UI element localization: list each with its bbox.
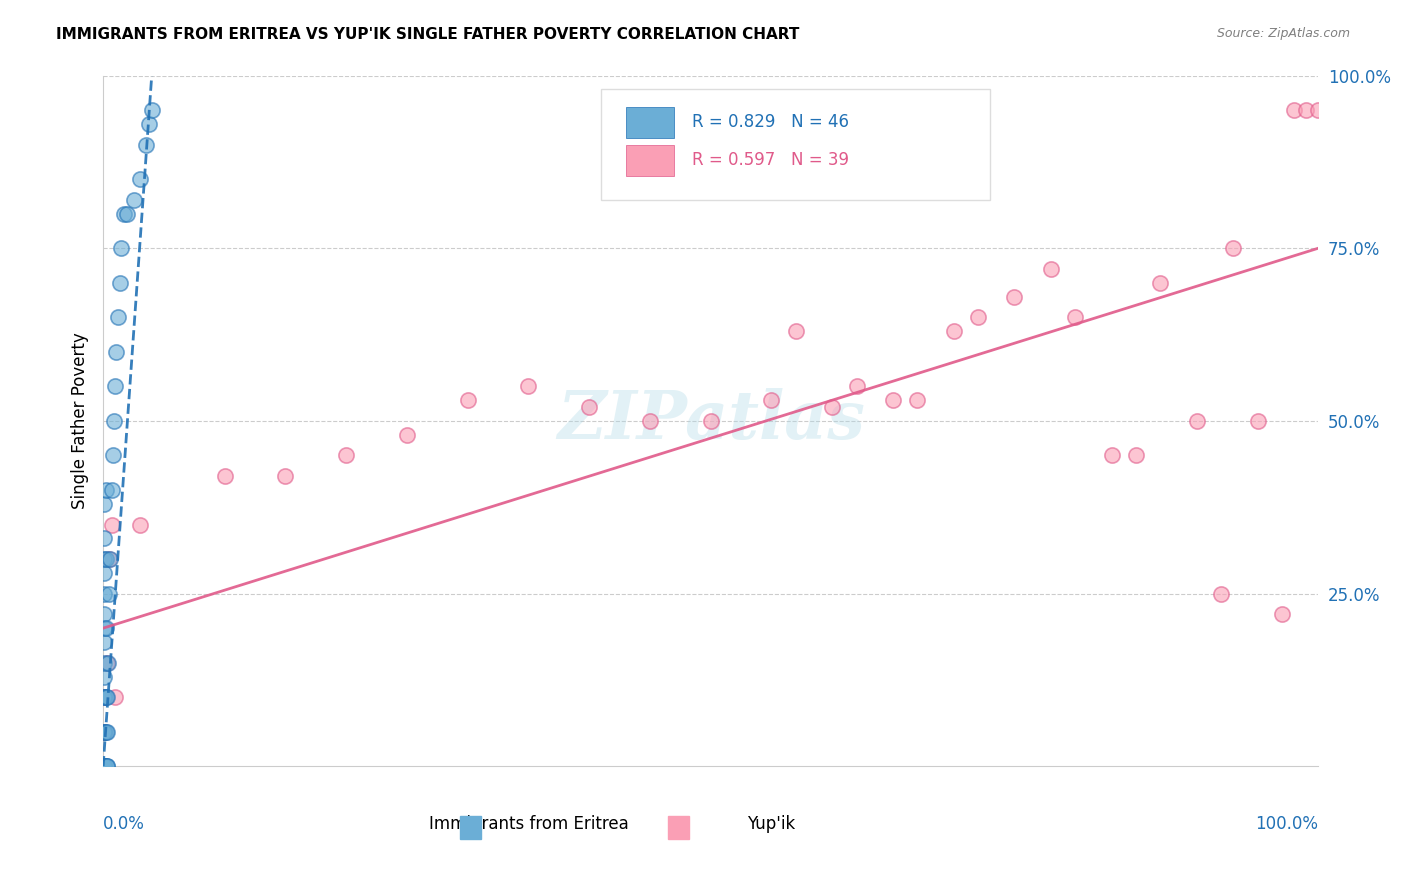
Point <box>96 759 118 773</box>
Point <box>101 449 124 463</box>
Point <box>112 207 135 221</box>
Point <box>93 621 115 635</box>
Point <box>128 172 150 186</box>
Text: 0.0%: 0.0% <box>103 814 145 832</box>
FancyBboxPatch shape <box>626 107 675 137</box>
Point <box>93 497 115 511</box>
Point <box>1308 103 1330 117</box>
Text: 100.0%: 100.0% <box>1256 814 1319 832</box>
Point <box>214 469 236 483</box>
Point <box>93 566 115 580</box>
Text: IMMIGRANTS FROM ERITREA VS YUP'IK SINGLE FATHER POVERTY CORRELATION CHART: IMMIGRANTS FROM ERITREA VS YUP'IK SINGLE… <box>56 27 800 42</box>
Point <box>117 207 139 221</box>
Point <box>103 414 125 428</box>
Point <box>274 469 297 483</box>
Point <box>98 552 121 566</box>
Point <box>1282 103 1305 117</box>
Point <box>108 276 131 290</box>
Point <box>1149 276 1171 290</box>
Point <box>93 759 115 773</box>
Point <box>93 724 115 739</box>
Point <box>93 690 115 705</box>
Point <box>1101 449 1123 463</box>
Point <box>821 400 844 414</box>
Point <box>94 724 117 739</box>
Point <box>882 393 904 408</box>
Point <box>93 532 115 546</box>
Y-axis label: Single Father Poverty: Single Father Poverty <box>72 333 89 509</box>
Point <box>96 690 118 705</box>
Point <box>93 690 115 705</box>
Point <box>638 414 661 428</box>
Point <box>1064 310 1087 325</box>
Point <box>98 586 121 600</box>
Text: Source: ZipAtlas.com: Source: ZipAtlas.com <box>1216 27 1350 40</box>
Point <box>942 324 965 338</box>
Point <box>96 656 118 670</box>
Point <box>128 517 150 532</box>
Point <box>1222 241 1244 255</box>
Point <box>93 724 115 739</box>
Text: Immigrants from Eritrea: Immigrants from Eritrea <box>429 814 628 832</box>
Point <box>141 103 163 117</box>
Point <box>93 552 115 566</box>
Point <box>135 137 157 152</box>
Text: R = 0.597   N = 39: R = 0.597 N = 39 <box>693 152 849 169</box>
Point <box>578 400 600 414</box>
Point <box>96 759 118 773</box>
Point <box>96 724 118 739</box>
FancyBboxPatch shape <box>602 89 990 200</box>
Point <box>100 483 122 497</box>
Point <box>93 759 115 773</box>
Point <box>967 310 990 325</box>
Point <box>93 607 115 622</box>
Point <box>97 656 120 670</box>
Text: ZIPatlas: ZIPatlas <box>557 388 865 453</box>
Point <box>905 393 928 408</box>
Point <box>104 690 127 705</box>
Point <box>395 427 418 442</box>
Point <box>1125 449 1147 463</box>
Point <box>845 379 868 393</box>
Point <box>1295 103 1317 117</box>
Point <box>94 759 117 773</box>
Point <box>122 193 145 207</box>
Point <box>105 344 128 359</box>
Point <box>93 690 115 705</box>
Point <box>93 759 115 773</box>
Point <box>93 759 115 773</box>
Point <box>1004 289 1026 303</box>
Point <box>761 393 783 408</box>
Point <box>93 656 115 670</box>
Point <box>93 635 115 649</box>
Point <box>1209 586 1232 600</box>
Point <box>699 414 721 428</box>
Point <box>93 724 115 739</box>
Point <box>93 759 115 773</box>
Point <box>107 310 129 325</box>
Point <box>100 517 122 532</box>
Point <box>1271 607 1294 622</box>
Point <box>457 393 479 408</box>
Point <box>1185 414 1208 428</box>
Point <box>1246 414 1268 428</box>
FancyBboxPatch shape <box>626 145 675 176</box>
Point <box>94 621 117 635</box>
Point <box>94 552 117 566</box>
Point <box>93 669 115 683</box>
Point <box>104 379 127 393</box>
Text: Yup'ik: Yup'ik <box>748 814 796 832</box>
Point <box>138 117 160 131</box>
Point <box>785 324 807 338</box>
Point <box>94 690 117 705</box>
Point <box>110 241 132 255</box>
Point <box>1039 262 1062 277</box>
Text: R = 0.829   N = 46: R = 0.829 N = 46 <box>693 113 849 131</box>
Point <box>93 586 115 600</box>
Point <box>335 449 357 463</box>
Point <box>517 379 540 393</box>
Point <box>94 483 117 497</box>
Point <box>100 552 122 566</box>
